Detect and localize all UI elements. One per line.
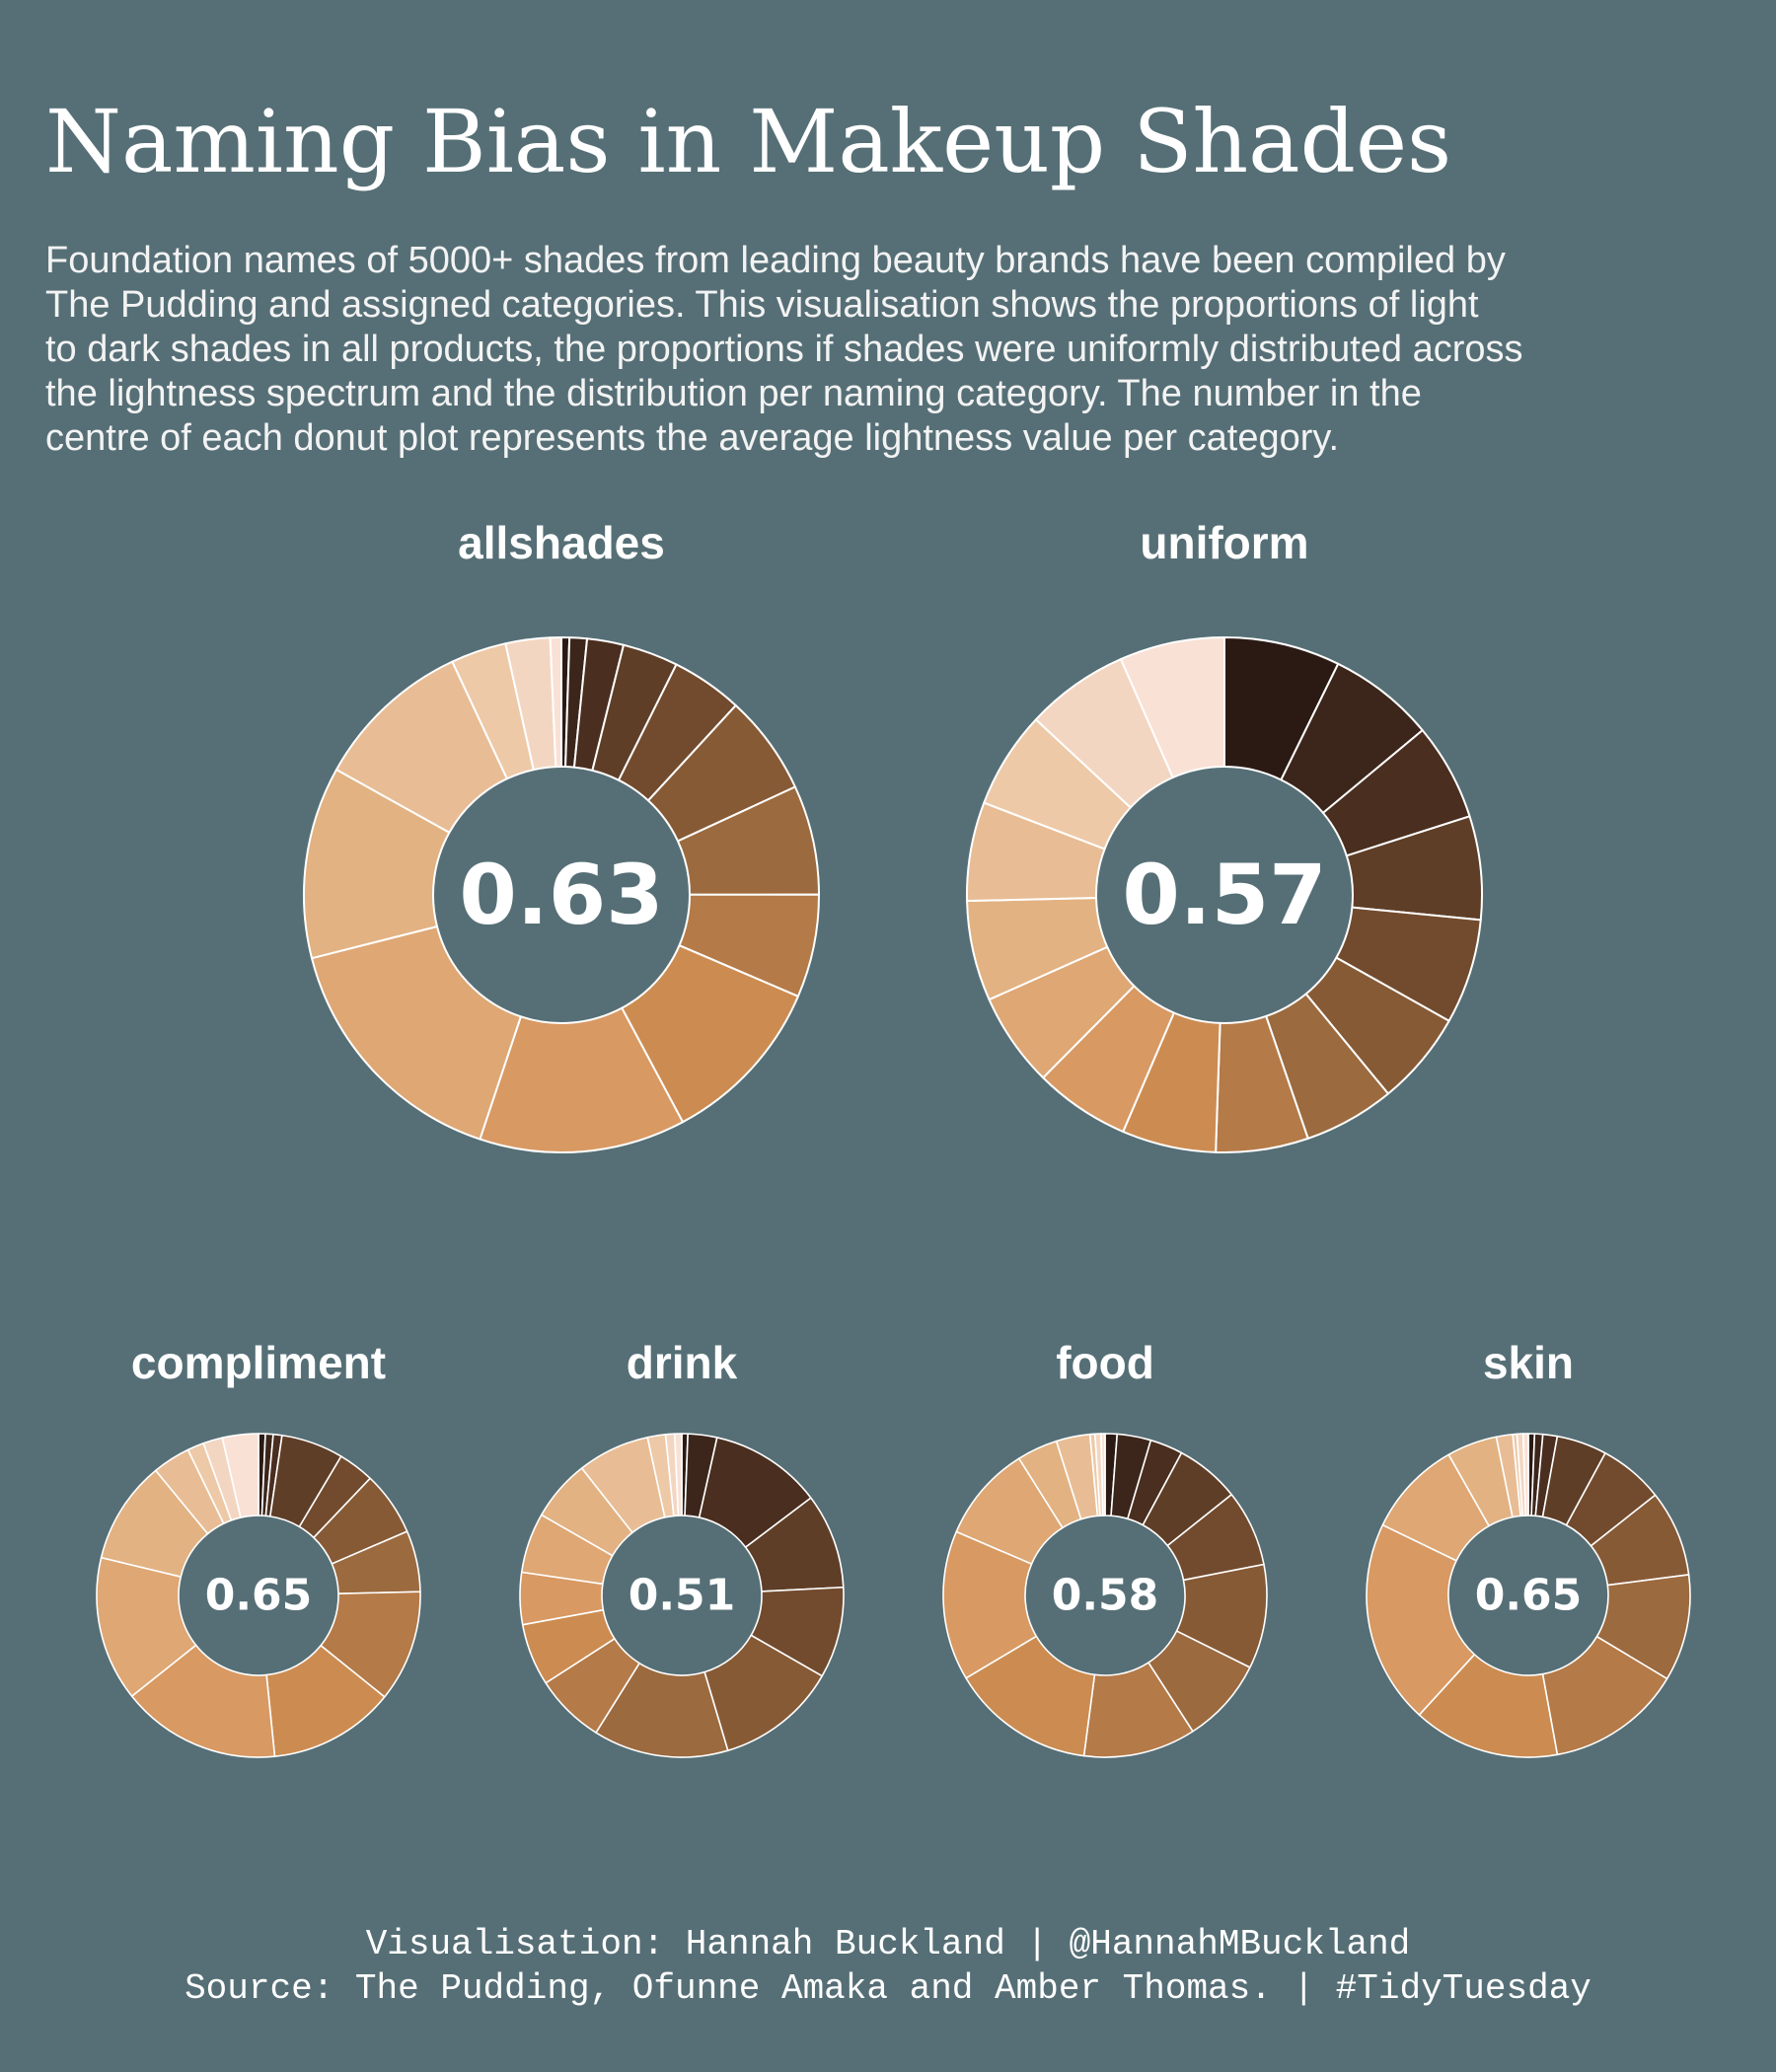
caption: Visualisation: Hannah Buckland | @Hannah… (0, 1922, 1776, 2011)
donut-center-value: 0.63 (459, 847, 663, 943)
donut-chart-drink: drink 0.51 (519, 1337, 845, 1758)
donut-center-value: 0.65 (1475, 1571, 1583, 1621)
donut-chart-food: food 0.58 (942, 1337, 1268, 1758)
caption-credit: Visualisation: Hannah Buckland | @Hannah… (365, 1924, 1411, 1964)
donut-segment (1100, 1433, 1106, 1517)
chart-subtitle: Foundation names of 5000+ shades from le… (45, 239, 1762, 461)
donut-segment (549, 636, 562, 769)
donut-segment (1120, 636, 1225, 778)
donut-center-value: 0.57 (1122, 847, 1326, 943)
chart-title: Naming Bias in Makeup Shades (45, 91, 1452, 192)
donut-center-value: 0.51 (629, 1571, 736, 1621)
donut-title: skin (1483, 1337, 1574, 1388)
donut-chart-allshades: allshades 0.63 (303, 517, 821, 1153)
donut-title: drink (627, 1337, 738, 1388)
donut-title: allshades (458, 517, 665, 568)
donut-segment (1418, 1654, 1559, 1758)
donut-segment (221, 1433, 259, 1518)
donut-segment (1366, 1523, 1476, 1716)
donut-chart-compliment: compliment 0.65 (96, 1337, 421, 1758)
donut-title: compliment (131, 1337, 386, 1388)
donut-segment (673, 1433, 683, 1517)
donut-chart-skin: skin 0.65 (1366, 1337, 1691, 1758)
donut-segment (311, 925, 522, 1141)
donut-center-value: 0.58 (1052, 1571, 1159, 1621)
subtitle-line: The Pudding and assigned categories. Thi… (45, 284, 1479, 326)
caption-source: Source: The Pudding, Ofunne Amaka and Am… (185, 1968, 1591, 2009)
subtitle-line: the lightness spectrum and the distribut… (45, 373, 1422, 414)
subtitle-line: to dark shades in all products, the prop… (45, 329, 1523, 370)
donut-segment (1521, 1433, 1529, 1517)
subtitle-line: centre of each donut plot represents the… (45, 417, 1340, 459)
donut-segment (130, 1644, 276, 1758)
donut-title: uniform (1140, 517, 1308, 568)
donut-chart-uniform: uniform 0.57 (966, 517, 1483, 1153)
donut-center-value: 0.65 (205, 1571, 313, 1621)
subtitle-line: Foundation names of 5000+ shades from le… (45, 240, 1506, 281)
donut-title: food (1056, 1337, 1154, 1388)
